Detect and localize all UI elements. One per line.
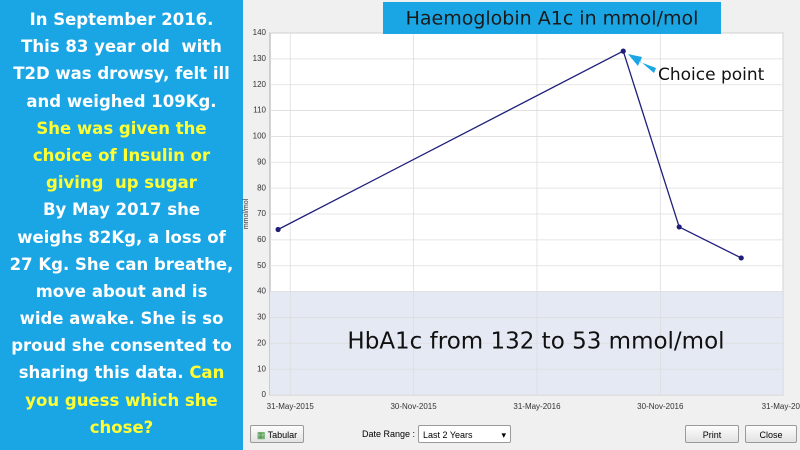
- y-tick-label: 10: [257, 364, 266, 373]
- chart-title: Haemoglobin A1c in mmol/mol: [406, 8, 699, 30]
- text-segment: move about and is: [35, 281, 208, 301]
- text-segment: choice of Insulin or: [32, 145, 211, 165]
- y-tick-label: 120: [253, 80, 267, 89]
- text-segment: T2D was drowsy, felt ill: [13, 64, 230, 84]
- y-tick-label: 70: [257, 209, 266, 218]
- data-point: [620, 48, 626, 54]
- panel-line: wide awake. She is so: [0, 305, 243, 332]
- data-point: [676, 224, 682, 230]
- y-tick-label: 20: [257, 338, 266, 347]
- data-point: [738, 255, 744, 261]
- select-value: Last 2 Years: [423, 430, 473, 440]
- text-segment: chose?: [89, 417, 154, 437]
- story-panel: In September 2016. This 83 year old with T…: [0, 0, 243, 450]
- panel-line: In September 2016.: [0, 6, 243, 33]
- y-tick-label: 90: [257, 157, 266, 166]
- text-segment: you guess which she: [25, 390, 218, 410]
- y-tick-label: 140: [253, 28, 267, 37]
- date-range-select[interactable]: Last 2 Years ▾: [418, 425, 511, 443]
- tabular-button[interactable]: ▦ Tabular: [250, 425, 304, 443]
- panel-line: By May 2017 she: [0, 196, 243, 223]
- y-tick-label: 30: [257, 313, 266, 322]
- text-segment: Can: [183, 363, 225, 383]
- y-tick-label: 130: [253, 54, 267, 63]
- x-tick-label: 30-Nov-2016: [637, 402, 684, 411]
- data-point: [275, 226, 281, 233]
- panel-line: proud she consented to: [0, 332, 243, 359]
- text-segment: 27 Kg. She can breathe,: [9, 254, 234, 274]
- text-segment: By May 2017 she: [42, 200, 201, 220]
- y-tick-label: 40: [257, 287, 266, 296]
- button-label: Tabular: [267, 430, 298, 440]
- text-segment: weighs 82Kg, a loss of: [17, 227, 226, 247]
- y-tick-label: 60: [257, 235, 266, 244]
- y-tick-label: 110: [253, 106, 266, 115]
- summary-text: HbA1c from 132 to 53 mmol/mol: [347, 329, 724, 355]
- panel-line: you guess which she: [0, 387, 243, 414]
- y-tick-label: 50: [257, 261, 266, 270]
- date-range-label: Date Range :: [362, 429, 416, 439]
- y-tick-label: 100: [253, 132, 267, 141]
- panel-line: She was given the: [0, 115, 243, 142]
- arrow: [628, 54, 656, 73]
- x-tick-label: 31-May-2016: [513, 402, 561, 411]
- text-segment: proud she consented to: [11, 336, 232, 356]
- panel-line: sharing this data. Can: [0, 359, 243, 386]
- panel-line: move about and is: [0, 278, 243, 305]
- x-tick-label: 31-May-201: [762, 402, 800, 411]
- annotation: Choice point: [658, 65, 765, 85]
- text-segment: giving up sugar: [46, 173, 197, 193]
- panel-line: and weighed 109Kg.: [0, 88, 243, 115]
- text-segment: wide awake. She is so: [19, 309, 224, 329]
- title-box: [383, 2, 721, 34]
- text-segment: In September 2016.: [29, 10, 214, 29]
- print-button[interactable]: Print: [685, 425, 739, 443]
- close-button[interactable]: Close: [745, 425, 797, 443]
- panel-line: choice of Insulin or: [0, 142, 243, 169]
- y-tick-label: 0: [262, 390, 267, 399]
- panel-line: 27 Kg. She can breathe,: [0, 251, 243, 278]
- panel-line: giving up sugar: [0, 169, 243, 196]
- y-tick-label: 80: [257, 183, 266, 192]
- data-line: [277, 50, 742, 259]
- text-segment: She was given the: [36, 118, 207, 138]
- panel-line: chose?: [0, 414, 243, 441]
- panel-line: weighs 82Kg, a loss of: [0, 224, 243, 251]
- x-tick-label: 30-Nov-2015: [390, 402, 437, 411]
- text-segment: This 83 year old with: [21, 37, 222, 57]
- panel-line: This 83 year old with: [0, 33, 243, 60]
- marks: [275, 48, 744, 261]
- text-segment: sharing this data.: [18, 363, 184, 383]
- text-segment: and weighed 109Kg.: [26, 91, 217, 111]
- y-axis-label: mmol/mol: [243, 198, 250, 229]
- x-tick-label: 31-May-2015: [267, 402, 315, 411]
- panel-line: T2D was drowsy, felt ill: [0, 60, 243, 87]
- grid: 0 10 20 30 40 50 60 70 80 90 100 110 120 130 140 31-May…: [253, 28, 800, 411]
